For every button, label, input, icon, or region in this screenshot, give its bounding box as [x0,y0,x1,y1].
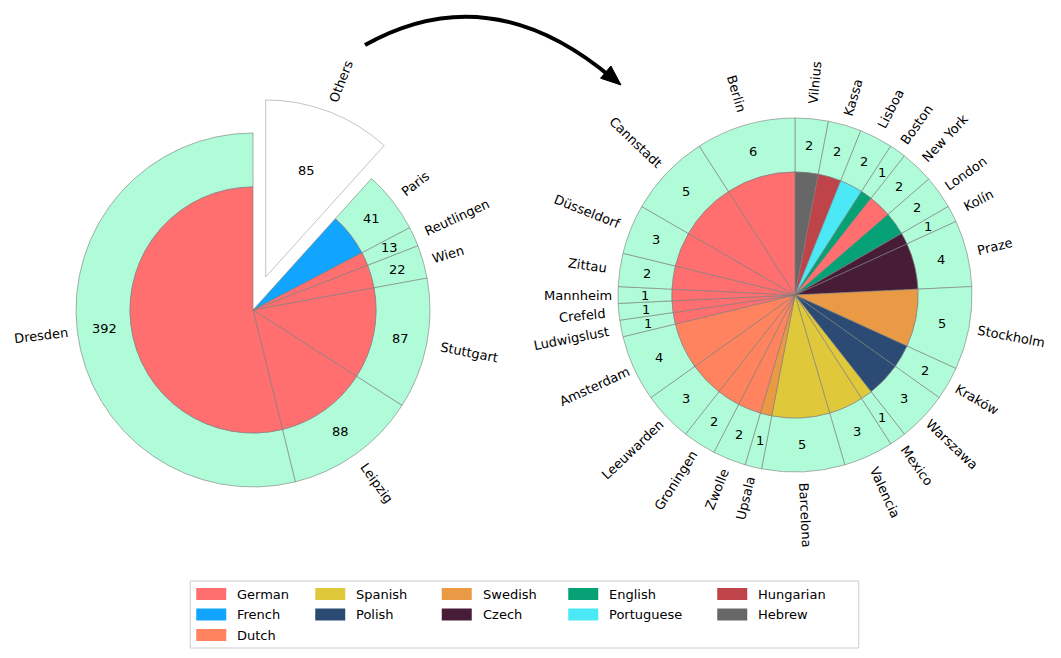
svg-text:2: 2 [921,363,929,378]
svg-text:Amsterdam: Amsterdam [557,364,632,409]
svg-text:2: 2 [860,154,868,169]
svg-text:Upsala: Upsala [733,475,758,521]
svg-text:Leipzig: Leipzig [357,460,396,506]
svg-text:1: 1 [878,165,886,180]
svg-text:1: 1 [644,316,652,331]
svg-text:Cannstadt: Cannstadt [606,114,665,171]
svg-text:New York: New York [919,111,971,165]
svg-text:Valencia: Valencia [867,465,903,521]
svg-text:Reutlingen: Reutlingen [422,196,492,239]
svg-text:Polish: Polish [356,607,394,622]
svg-text:Groningen: Groningen [651,448,700,513]
svg-text:Portuguese: Portuguese [609,607,682,622]
svg-text:85: 85 [298,163,315,178]
svg-text:Stockholm: Stockholm [976,323,1046,351]
svg-text:Czech: Czech [483,607,522,622]
svg-text:3: 3 [682,391,690,406]
svg-text:Stuttgart: Stuttgart [439,339,499,365]
svg-text:2: 2 [833,144,841,159]
svg-text:Warszawa: Warszawa [923,416,981,472]
svg-text:5: 5 [682,184,690,199]
svg-text:4: 4 [655,350,663,365]
svg-text:Praze: Praze [976,235,1014,258]
svg-text:2: 2 [805,138,813,153]
svg-text:German: German [237,587,289,602]
svg-text:Mexico: Mexico [898,443,937,489]
svg-text:Crefeld: Crefeld [558,306,606,325]
svg-text:Others: Others [326,58,356,104]
svg-text:2: 2 [895,179,903,194]
svg-text:London: London [942,154,990,194]
svg-text:Lisboa: Lisboa [875,87,907,131]
svg-text:3: 3 [900,391,908,406]
svg-text:Zittau: Zittau [567,255,608,275]
svg-text:4: 4 [937,252,945,267]
svg-text:Zwolle: Zwolle [702,467,732,512]
svg-text:Kassa: Kassa [841,77,866,117]
svg-text:2: 2 [735,427,743,442]
svg-text:Paris: Paris [399,168,433,199]
svg-text:Dutch: Dutch [237,628,276,643]
svg-text:3: 3 [652,232,660,247]
svg-text:Barcelona: Barcelona [796,482,814,548]
svg-text:Berlin: Berlin [724,73,749,113]
svg-text:French: French [237,607,280,622]
svg-text:Swedish: Swedish [483,587,537,602]
svg-text:Ludwigslust: Ludwigslust [532,324,610,353]
svg-text:2: 2 [913,200,921,215]
svg-text:41: 41 [363,211,380,226]
svg-text:1: 1 [878,410,886,425]
svg-text:87: 87 [392,331,409,346]
svg-text:5: 5 [938,316,946,331]
svg-text:22: 22 [389,262,406,277]
svg-text:392: 392 [92,321,117,336]
svg-text:3: 3 [853,424,861,439]
svg-text:1: 1 [642,302,650,317]
svg-text:Wien: Wien [430,243,465,266]
svg-text:Boston: Boston [898,102,936,147]
svg-text:5: 5 [798,437,806,452]
svg-text:Dresden: Dresden [13,325,69,346]
svg-text:2: 2 [643,266,651,281]
svg-text:2: 2 [710,414,718,429]
svg-text:1: 1 [924,219,932,234]
svg-text:Leeuwarden: Leeuwarden [599,417,667,483]
svg-text:Kraków: Kraków [953,381,1002,418]
svg-text:88: 88 [332,424,349,439]
svg-text:Vilnius: Vilnius [806,60,825,104]
svg-text:Hebrew: Hebrew [758,607,808,622]
svg-text:English: English [609,587,656,602]
svg-text:1: 1 [756,433,764,448]
svg-text:Mannheim: Mannheim [544,288,612,303]
svg-text:Düsseldorf: Düsseldorf [552,192,623,232]
svg-text:Hungarian: Hungarian [758,587,826,602]
svg-text:6: 6 [749,144,757,159]
svg-text:1: 1 [641,288,649,303]
svg-text:Spanish: Spanish [356,587,407,602]
svg-text:13: 13 [381,240,398,255]
svg-text:Kolín: Kolín [961,186,996,214]
